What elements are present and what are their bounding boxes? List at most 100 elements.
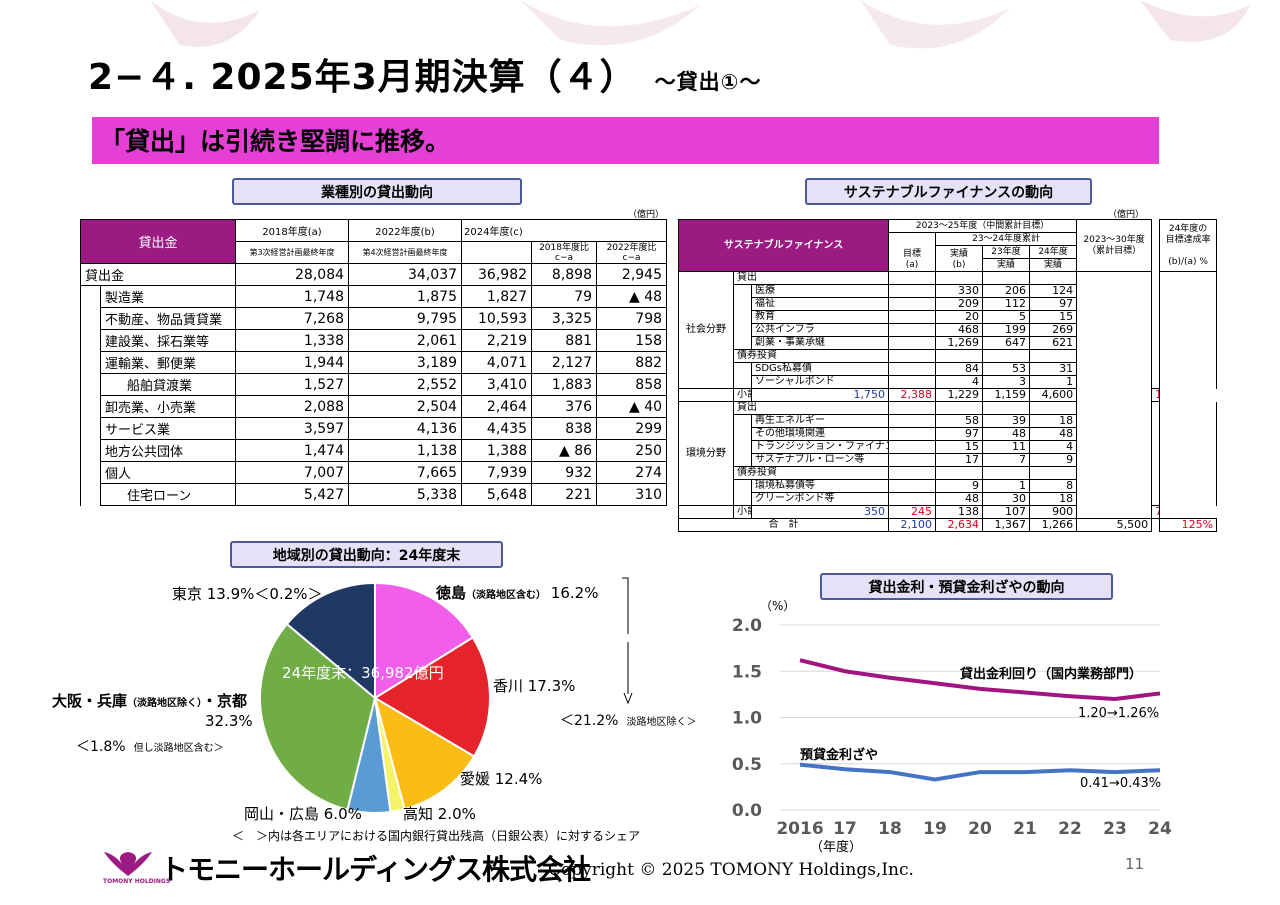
sf-item-label: 公共インフラ xyxy=(750,323,890,337)
sf-cell-y24: 97 xyxy=(1029,297,1078,311)
series-line-spread xyxy=(799,762,1161,782)
sf-cell-b: 1,269 xyxy=(935,336,984,350)
row-label: 製造業 xyxy=(99,285,237,308)
sf-cell-y23: 138 xyxy=(935,505,984,519)
table-row: 債券投資 xyxy=(679,349,1218,363)
cell-d2022: 274 xyxy=(596,461,668,484)
label-osaka-name: 大阪・兵庫 xyxy=(52,692,128,710)
sf-item-label: SDGs私募債 xyxy=(750,362,890,376)
sf-cell-y24: 4 xyxy=(1029,440,1078,454)
sf-cell-y23: 30 xyxy=(982,492,1031,506)
row-label: 不動産、物品賃貸業 xyxy=(99,307,237,330)
sf-cell-y23: 53 xyxy=(982,362,1031,376)
cell-v2024: 2,219 xyxy=(461,329,533,352)
section-rates: 貸出金利・預貸金利ざやの動向 xyxy=(820,573,1113,600)
sf-subtotal-label: 小計 xyxy=(733,388,752,402)
headline-bar xyxy=(92,117,1159,164)
sf-h-rate2: 目標達成率 xyxy=(1165,234,1211,245)
sf-item-label: 福祉 xyxy=(750,297,890,311)
label-tokushima-note: （淡路地区含む） xyxy=(466,590,547,601)
cell-d2018: 8,898 xyxy=(531,263,598,286)
row-label: 卸売業、小売業 xyxy=(99,395,237,418)
sf-cell-2030: 900 xyxy=(1029,505,1078,519)
label-kagawa: 香川 17.3% xyxy=(493,677,576,695)
sf-cell-y23: 112 xyxy=(982,297,1031,311)
header-decoration xyxy=(150,0,1250,49)
page-number: 11 xyxy=(1125,855,1145,873)
sf-cell-y23: 7 xyxy=(982,453,1031,467)
cell-v2022: 3,189 xyxy=(348,351,463,374)
sf-cell-b: 20 xyxy=(935,310,984,324)
sf-h-rate: 24年度の xyxy=(1168,223,1208,234)
cell-v2024: 4,071 xyxy=(461,351,533,374)
sf-cell-b: 2,388 xyxy=(888,388,937,402)
sf-h-midterm: 2023～25年度（中間累計目標） xyxy=(888,219,1078,233)
annotation-spread: 0.41→0.43% xyxy=(1080,776,1162,791)
table-row: 教育 20 5 15 xyxy=(679,310,1218,324)
table-row: 個人 7,007 7,665 7,939 932 274 xyxy=(80,461,668,484)
table-row: 不動産、物品賃貸業 7,268 9,795 10,593 3,325 798 xyxy=(80,307,668,330)
x-tick-label: 19 xyxy=(923,819,947,839)
sf-cell-y23: 1,229 xyxy=(935,388,984,402)
label-kochi: 高知 2.0% xyxy=(403,805,476,823)
sf-cell-b: 245 xyxy=(888,505,937,519)
x-tick-label: 18 xyxy=(878,819,902,839)
sf-cell-y24: 124 xyxy=(1029,284,1078,298)
sf-subtotal-label: 小計 xyxy=(733,505,752,519)
sf-item-label: その他環境関連 xyxy=(750,427,890,441)
cell-v2018: 1,944 xyxy=(235,351,350,374)
sf-cell-rate: 70% xyxy=(1151,505,1161,519)
cell-v2022: 7,665 xyxy=(348,461,463,484)
sf-cell-b: 468 xyxy=(935,323,984,337)
footer-note: ＜ ＞内は各エリアにおける国内銀行貸出残高（日銀公表）に対するシェア xyxy=(232,829,641,843)
copyright: Copyright © 2025 TOMONY Holdings,Inc. xyxy=(548,860,914,880)
sf-cell-y24: 18 xyxy=(1029,414,1078,428)
col-2022-sub: 第4次経営計画最終年度 xyxy=(348,241,463,264)
sf-header-label: サステナブルファイナンス xyxy=(677,219,890,272)
cell-d2022: 2,945 xyxy=(596,263,668,286)
cell-v2018: 2,088 xyxy=(235,395,350,418)
cell-d2018: 79 xyxy=(531,285,598,308)
sf-item-label: 再生エネルギー xyxy=(750,414,890,428)
cell-v2024: 7,939 xyxy=(461,461,533,484)
cell-v2022: 1,138 xyxy=(348,439,463,462)
cell-d2018: 376 xyxy=(531,395,598,418)
label-tokyo: 東京 13.9%＜0.2%＞ xyxy=(172,585,323,603)
label-ehime: 愛媛 12.4% xyxy=(460,770,543,788)
cell-d2018: ▲ 86 xyxy=(531,439,598,462)
cell-v2018: 7,268 xyxy=(235,307,350,330)
sf-cell-y24: 1,159 xyxy=(982,388,1031,402)
table-row: その他環境関連 97 48 48 xyxy=(679,427,1218,441)
sf-cell-b: 2,634 xyxy=(935,518,984,532)
cell-d2018: 3,325 xyxy=(531,307,598,330)
cell-v2022: 9,795 xyxy=(348,307,463,330)
sf-cell-y24: 15 xyxy=(1029,310,1078,324)
series-line-lending xyxy=(799,658,1161,702)
cell-d2022: 798 xyxy=(596,307,668,330)
cell-d2022: 858 xyxy=(596,373,668,396)
table-row: 建設業、採石業等 1,338 2,061 2,219 881 158 xyxy=(80,329,668,352)
cell-v2022: 2,552 xyxy=(348,373,463,396)
sf-cell-y23: 48 xyxy=(982,427,1031,441)
sf-cell-b: 58 xyxy=(935,414,984,428)
sf-cell-a: 1,750 xyxy=(750,388,890,402)
cell-v2018: 3,597 xyxy=(235,417,350,440)
sf-cell-b: 9 xyxy=(935,479,984,493)
title-text: 2−４. 2025年3月期決算（４） xyxy=(88,57,637,98)
sf-cell-y23: 206 xyxy=(982,284,1031,298)
sf-cell-rate: 125% xyxy=(1159,518,1218,532)
sf-item-label: ソーシャルボンド xyxy=(750,375,890,389)
cell-v2018: 1,338 xyxy=(235,329,350,352)
sf-cell-b: 17 xyxy=(935,453,984,467)
sf-cell-b: 97 xyxy=(935,427,984,441)
col-2018-sub: 第3次経営計画最終年度 xyxy=(235,241,350,264)
section-industry: 業種別の貸出動向 xyxy=(232,178,522,205)
row-label: 建設業、採石業等 xyxy=(99,329,237,352)
sf-cell-b: 4 xyxy=(935,375,984,389)
section-region: 地域別の貸出動向：24年度末 xyxy=(230,541,503,568)
loan-unit: （億円） xyxy=(628,210,665,220)
cell-d2022: ▲ 40 xyxy=(596,395,668,418)
cell-v2024: 5,648 xyxy=(461,483,533,506)
table-row: 小計350245138107900 70% xyxy=(678,505,1217,519)
